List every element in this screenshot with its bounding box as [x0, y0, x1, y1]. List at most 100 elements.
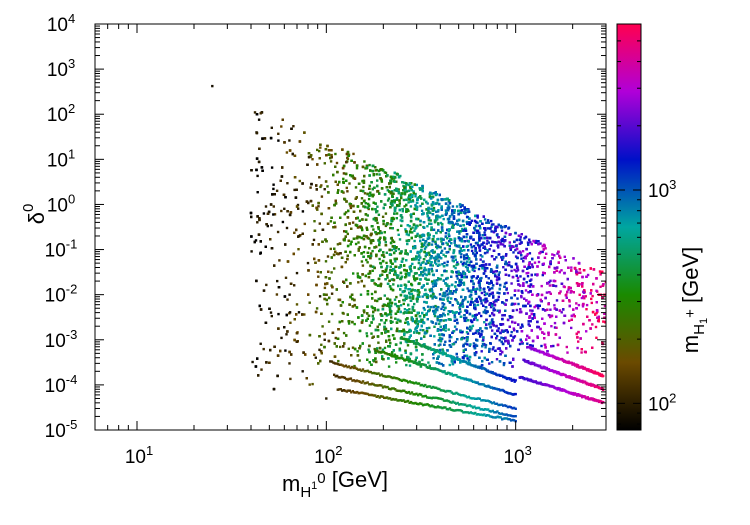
data-point — [505, 281, 508, 284]
data-point — [499, 241, 502, 245]
data-point — [511, 320, 514, 324]
data-point — [487, 241, 490, 244]
data-point — [553, 254, 556, 257]
data-point — [461, 302, 464, 306]
data-point — [383, 270, 386, 273]
data-point — [545, 252, 548, 255]
data-point — [516, 276, 520, 280]
data-point — [464, 342, 467, 345]
data-point — [256, 221, 259, 224]
data-point — [286, 330, 289, 333]
data-point — [484, 301, 487, 304]
data-point — [433, 219, 437, 222]
data-point — [434, 259, 437, 263]
data-point — [377, 169, 380, 173]
data-point — [490, 279, 493, 283]
data-point — [557, 250, 560, 253]
data-point — [336, 183, 339, 186]
data-point — [368, 324, 372, 327]
data-point — [407, 322, 410, 326]
data-point — [326, 185, 329, 188]
data-point — [466, 215, 469, 219]
data-point — [384, 212, 388, 215]
data-point — [467, 327, 470, 330]
data-point — [317, 275, 320, 278]
data-point — [532, 239, 535, 243]
data-point — [285, 313, 288, 317]
data-point — [541, 273, 544, 277]
data-point — [445, 241, 448, 245]
data-point — [436, 264, 440, 267]
data-point — [570, 266, 573, 269]
data-point — [386, 199, 390, 202]
data-point — [334, 202, 338, 205]
data-point — [432, 256, 435, 260]
data-point — [522, 282, 525, 285]
data-point — [502, 243, 505, 246]
data-point — [466, 269, 469, 272]
data-point — [554, 284, 558, 288]
data-point — [276, 374, 279, 378]
data-point — [391, 262, 394, 265]
data-point — [576, 346, 579, 350]
data-point — [377, 239, 380, 242]
data-point — [540, 293, 544, 297]
data-point — [426, 259, 429, 263]
data-point — [395, 180, 398, 183]
data-point — [378, 257, 381, 261]
data-point — [441, 348, 444, 351]
data-point — [386, 304, 389, 307]
data-point — [527, 323, 530, 326]
data-point — [591, 323, 594, 326]
data-point — [440, 256, 443, 260]
data-point — [468, 359, 471, 362]
data-point — [436, 238, 439, 241]
data-point — [276, 230, 280, 234]
data-point — [472, 245, 476, 248]
data-point — [313, 220, 316, 223]
data-point — [601, 296, 604, 300]
data-point — [437, 259, 440, 263]
data-point — [366, 214, 369, 217]
data-point — [585, 303, 589, 307]
data-point — [499, 353, 502, 356]
data-point — [345, 186, 348, 190]
data-point — [479, 258, 482, 261]
data-point — [495, 241, 498, 244]
data-point — [413, 229, 416, 232]
data-point — [427, 361, 430, 364]
data-point — [262, 289, 266, 292]
data-point — [320, 184, 323, 187]
data-point — [260, 368, 263, 371]
data-point — [441, 229, 444, 232]
data-point — [498, 339, 501, 342]
data-point — [481, 260, 485, 263]
data-point — [519, 275, 522, 278]
data-point — [514, 255, 518, 258]
data-point — [419, 318, 423, 321]
data-point — [537, 307, 540, 310]
data-point — [404, 249, 407, 252]
data-point — [454, 255, 457, 258]
data-point — [367, 202, 370, 206]
data-point — [372, 310, 375, 313]
data-point — [347, 322, 351, 325]
data-point — [452, 250, 456, 254]
data-point — [345, 179, 348, 182]
data-point — [484, 343, 488, 347]
data-point — [432, 357, 435, 360]
data-point — [270, 224, 273, 227]
data-point — [398, 202, 401, 205]
data-point — [349, 243, 352, 246]
data-point — [335, 288, 338, 291]
data-point — [555, 299, 559, 302]
data-point — [413, 239, 416, 243]
data-point — [582, 302, 585, 306]
data-point — [377, 213, 381, 216]
data-point — [478, 246, 481, 249]
data-point — [442, 364, 445, 367]
data-point — [400, 354, 403, 357]
data-point — [420, 209, 424, 212]
data-point — [488, 314, 492, 318]
data-point — [451, 205, 455, 208]
